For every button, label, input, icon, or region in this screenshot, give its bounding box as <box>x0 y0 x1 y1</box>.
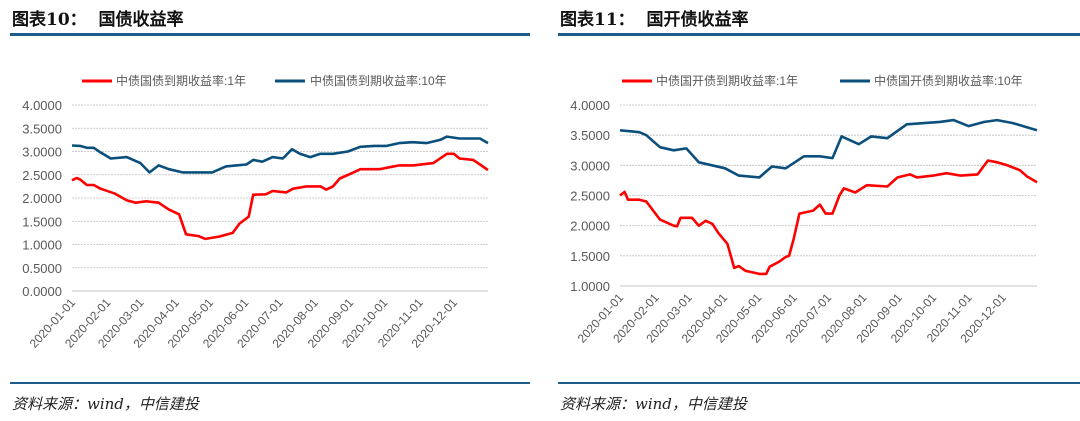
source-note: 资料来源：wind，中信建投 <box>560 395 747 413</box>
treasury-yield-chart: 0.0000 0.5000 1.0000 1.5000 2.0000 2.5000 3.00… <box>22 73 489 351</box>
y-tick-label: 1.5000 <box>570 249 610 264</box>
y-tick-label: 0.5000 <box>22 261 62 276</box>
title-rule <box>558 33 1080 36</box>
series-line-1y <box>71 152 489 241</box>
legend-label: 中债国债到期收益率:1年 <box>116 73 246 88</box>
y-tick-label: 3.5000 <box>22 121 62 136</box>
y-tick-label: 2.5000 <box>570 189 610 204</box>
y-tick-label: 1.0000 <box>22 238 62 253</box>
y-tick-label: 2.0000 <box>22 191 62 206</box>
title-rule <box>10 33 530 36</box>
legend-label: 中债国债到期收益率:10年 <box>310 73 447 88</box>
panel-cdb: 图表11： 国开债收益率 1.0000 1.5000 2.0000 2.5000 3.0… <box>540 0 1080 421</box>
legend-label: 中债国开债到期收益率:1年 <box>656 73 798 88</box>
y-tick-label: 2.0000 <box>570 219 610 234</box>
y-tick-label: 3.0000 <box>22 145 62 160</box>
panel-treasury: 图表10： 国债收益率 0.0000 0.5000 1.0000 1.5000 2.00… <box>10 10 530 413</box>
series-line-10y <box>71 135 489 174</box>
footer-rule <box>10 382 530 384</box>
y-tick-label: 2.5000 <box>22 168 62 183</box>
y-tick-label: 1.0000 <box>570 279 610 294</box>
y-tick-label: 4.0000 <box>570 98 610 113</box>
y-tick-label: 4.0000 <box>22 98 62 113</box>
figure-title: 图表10： 国债收益率 <box>12 10 184 30</box>
cdb-yield-chart: 1.0000 1.5000 2.0000 2.5000 3.0000 3.5000 4.00… <box>570 73 1038 346</box>
series-line-1y <box>619 159 1038 276</box>
legend-label: 中债国开债到期收益率:10年 <box>874 73 1023 88</box>
y-tick-label: 3.0000 <box>570 158 610 173</box>
y-tick-label: 3.5000 <box>570 128 610 143</box>
source-note: 资料来源：wind，中信建投 <box>12 395 199 413</box>
footer-rule <box>558 382 1080 384</box>
series-line-10y <box>619 118 1038 179</box>
y-tick-label: 0.0000 <box>22 284 62 299</box>
y-tick-label: 1.5000 <box>22 214 62 229</box>
figure-title: 图表11： 国开债收益率 <box>560 10 749 30</box>
